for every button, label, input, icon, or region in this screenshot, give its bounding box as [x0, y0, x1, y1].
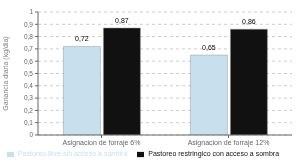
svg-text:0,8: 0,8: [24, 33, 33, 40]
svg-text:0,7: 0,7: [24, 45, 33, 52]
svg-text:Ganancia diaria (kg/dia): Ganancia diaria (kg/dia): [8, 36, 10, 110]
svg-text:1: 1: [29, 8, 33, 15]
svg-text:0,65: 0,65: [202, 44, 216, 51]
svg-text:0,72: 0,72: [75, 35, 89, 42]
svg-text:0,1: 0,1: [24, 119, 33, 126]
html-text:Pastoreo restringico con acces: Pastoreo restringico con acceso a sombra: [148, 150, 279, 157]
svg-text:Asignacion de forraje 12%: Asignacion de forraje 12%: [188, 139, 270, 147]
svg-text:0,3: 0,3: [24, 94, 33, 101]
svg-text:0: 0: [29, 131, 33, 138]
svg-text:0,6: 0,6: [24, 58, 33, 65]
svg-text:0,86: 0,86: [242, 18, 256, 25]
svg-text:0,2: 0,2: [24, 107, 33, 114]
html-text:Pastoreo libre sin acceso a so: Pastoreo libre sin acceso a sombra: [18, 150, 128, 157]
svg-text:Asignacion de forraje 6%: Asignacion de forraje 6%: [63, 139, 141, 147]
svg-text:0,4: 0,4: [24, 82, 33, 89]
svg-text:0,5: 0,5: [24, 70, 33, 77]
svg-text:0,87: 0,87: [115, 17, 129, 24]
svg-text:0,9: 0,9: [24, 21, 33, 28]
